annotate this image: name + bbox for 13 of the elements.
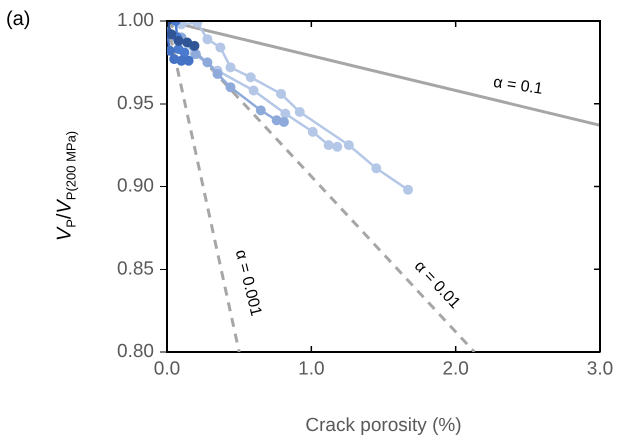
y-tick-label: 0.85 xyxy=(117,258,154,280)
x-tick-label: 1.0 xyxy=(298,358,325,380)
y-tick-label: 0.95 xyxy=(117,92,154,114)
annotation: α = 0.1 xyxy=(492,74,544,98)
y-tick-label: 1.00 xyxy=(117,10,154,32)
x-axis-title: Crack porosity (%) xyxy=(305,414,462,436)
text: (a) xyxy=(6,8,30,31)
y-tick-label: 0.80 xyxy=(117,341,154,362)
y-tick-label: 0.90 xyxy=(117,176,154,197)
x-tick-label: 0.0 xyxy=(154,358,180,380)
x-tick-label: 2.0 xyxy=(442,358,469,380)
x-tick-label: 3.0 xyxy=(586,358,614,380)
annotation: α = 0.001 xyxy=(232,248,264,318)
